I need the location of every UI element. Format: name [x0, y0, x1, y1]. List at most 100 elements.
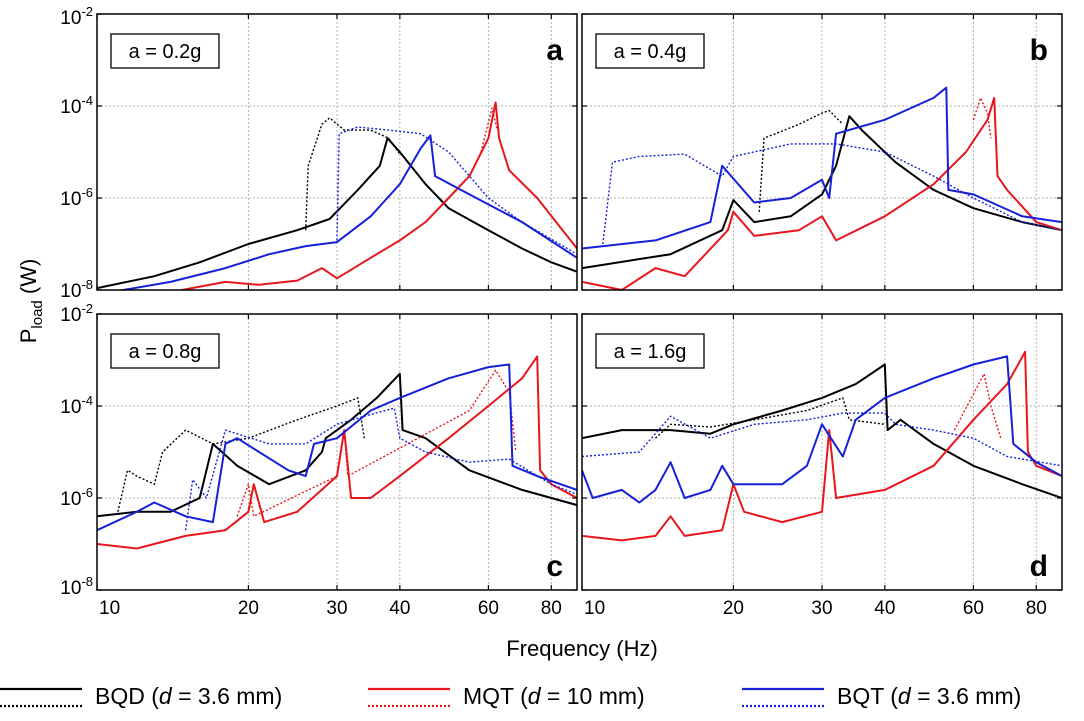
y-tick-base: 10 [60, 578, 81, 599]
series-group [97, 101, 577, 290]
series-group [582, 350, 1062, 542]
accel-label: a = 0.4g [614, 41, 687, 63]
accel-box [110, 333, 220, 369]
x-axis-label: Frequency (Hz) [506, 636, 658, 661]
x-tick-label: 60 [963, 598, 984, 619]
y-axis-label-sub: load [29, 300, 46, 328]
y-tick-label: 10-8 [60, 574, 93, 599]
y-tick-exponent: -6 [81, 485, 93, 500]
y-tick-label: 10-2 [60, 301, 93, 326]
x-tick-label: 20 [723, 598, 744, 619]
series-line-c-1 [117, 397, 365, 512]
y-tick-exponent: -2 [81, 4, 93, 19]
panel-letter: a [546, 34, 563, 67]
y-tick-exponent: -8 [81, 277, 93, 292]
legend-label-main: MQT ( [463, 683, 528, 709]
series-group [582, 86, 1062, 290]
x-tick-label: 80 [541, 598, 562, 619]
legend-label-italic: d [159, 683, 173, 709]
y-tick-label: 10-4 [60, 93, 93, 118]
x-tick-label: 40 [874, 598, 895, 619]
series-line-a-1 [305, 117, 401, 231]
x-tick-label: 40 [389, 598, 410, 619]
y-tick-base: 10 [60, 189, 81, 210]
x-tick-label: 20 [238, 598, 259, 619]
y-axis-label: Pload (W) [16, 259, 46, 344]
series-line-b-3 [972, 97, 992, 139]
y-tick-label: 10-8 [60, 277, 93, 302]
accel-label: a = 1.6g [614, 341, 687, 363]
axis-labels: Frequency (Hz) Pload (W) [16, 259, 658, 661]
panel-d: 10 20 30 40 60 80 a = 1.6g d [581, 313, 1063, 619]
legend: BQD (d = 3.6 mm) MQT (d = 10 mm) BQT (d = … [0, 683, 1021, 709]
panels-layer: 10-810-610-410-2a = 0.2g a a = 0.4g b10 20 30… [60, 4, 1063, 619]
accel-box [110, 33, 220, 69]
series-line-b-1 [758, 109, 844, 212]
y-axis-label-main: P [16, 329, 41, 344]
legend-entry-1: MQT (d = 10 mm) [368, 683, 645, 709]
series-line-a-4 [117, 134, 577, 290]
panel-letter: b [1030, 34, 1048, 67]
series-line-b-2 [582, 96, 1062, 290]
series-line-c-0 [97, 372, 577, 518]
panel-letter: c [546, 550, 563, 583]
series-line-d-2 [582, 350, 1062, 542]
x-tick-label: 10 [99, 598, 120, 619]
y-tick-exponent: -4 [81, 393, 93, 408]
series-line-c-5 [184, 407, 577, 531]
series-group [97, 355, 577, 550]
series-line-a-5 [336, 126, 577, 255]
series-line-a-3 [480, 107, 498, 153]
x-tick-label: 80 [1026, 598, 1047, 619]
x-tick-label: 10 [584, 598, 605, 619]
series-line-d-4 [582, 355, 1062, 504]
legend-label-italic: d [528, 683, 542, 709]
legend-label: BQD (d = 3.6 mm) [95, 683, 282, 709]
legend-label-suffix: = 10 mm) [541, 683, 645, 709]
y-tick-exponent: -2 [81, 301, 93, 316]
y-tick-label: 10-6 [60, 485, 93, 510]
series-line-c-4 [97, 363, 577, 532]
series-line-d-3 [953, 373, 1002, 439]
y-tick-exponent: -4 [81, 93, 93, 108]
accel-box [595, 333, 705, 369]
x-tick-label: 30 [811, 598, 832, 619]
legend-entry-2: BQT (d = 3.6 mm) [742, 683, 1021, 709]
accel-box [595, 33, 705, 69]
series-line-d-5 [582, 412, 1062, 467]
series-line-c-3 [236, 369, 517, 517]
legend-entry-0: BQD (d = 3.6 mm) [0, 683, 282, 709]
x-tick-label: 60 [478, 598, 499, 619]
y-tick-base: 10 [60, 305, 81, 326]
y-tick-exponent: -8 [81, 574, 93, 589]
y-tick-label: 10-4 [60, 393, 93, 418]
legend-label-italic: d [898, 683, 912, 709]
series-line-b-0 [582, 115, 1062, 270]
y-tick-label: 10-2 [60, 4, 93, 29]
y-tick-base: 10 [60, 397, 81, 418]
panel-b: a = 0.4g b [581, 13, 1063, 291]
x-tick-label: 30 [326, 598, 347, 619]
y-tick-base: 10 [60, 8, 81, 29]
series-line-b-5 [602, 143, 1062, 245]
legend-label: BQT (d = 3.6 mm) [837, 683, 1021, 709]
series-line-b-4 [582, 86, 1062, 250]
legend-label-main: BQD ( [95, 683, 159, 709]
accel-label: a = 0.8g [129, 341, 202, 363]
panel-letter: d [1030, 550, 1048, 583]
series-line-c-2 [97, 355, 577, 550]
y-tick-exponent: -6 [81, 185, 93, 200]
legend-label-suffix: = 3.6 mm) [911, 683, 1022, 709]
legend-label-suffix: = 3.6 mm) [172, 683, 283, 709]
legend-label: MQT (d = 10 mm) [463, 683, 645, 709]
series-line-a-2 [176, 101, 577, 290]
series-line-d-0 [582, 363, 1062, 499]
panel-a: 10-810-610-410-2a = 0.2g a [60, 4, 578, 302]
legend-label-main: BQT ( [837, 683, 898, 709]
y-tick-label: 10-6 [60, 185, 93, 210]
y-tick-base: 10 [60, 97, 81, 118]
series-line-a-0 [97, 137, 577, 290]
y-axis-label-unit: (W) [16, 259, 41, 301]
